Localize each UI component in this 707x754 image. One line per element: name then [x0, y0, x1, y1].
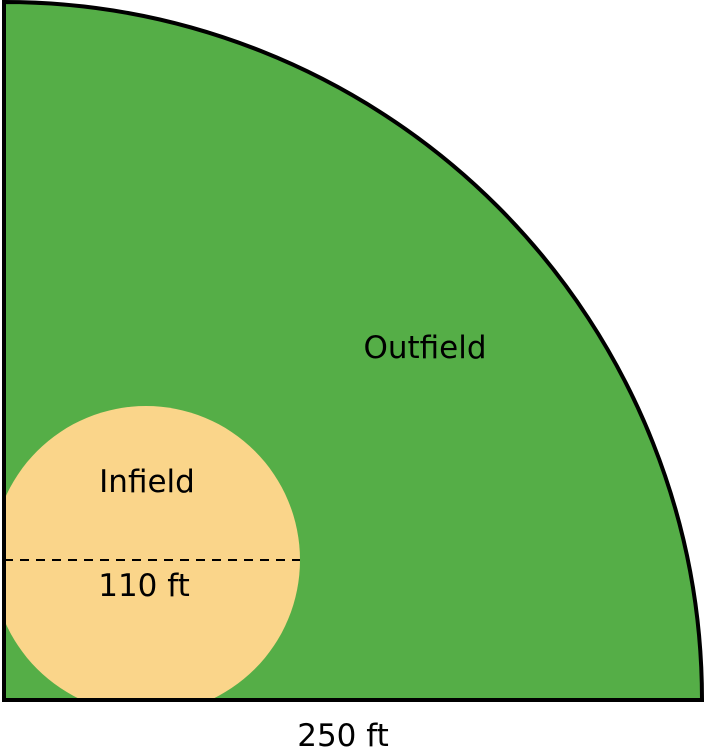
infield-diameter-label: 110 ft — [98, 568, 190, 604]
outfield-label: Outfield — [363, 330, 486, 366]
field-outline — [2, 0, 705, 702]
infield-region — [4, 406, 300, 700]
field-radius-label: 250 ft — [297, 718, 389, 754]
infield-label: Infield — [99, 464, 195, 500]
